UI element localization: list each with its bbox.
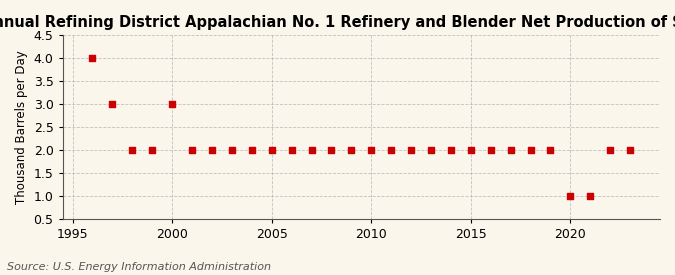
Point (485, 148, 496, 152)
Point (466, 148, 477, 152)
Point (346, 148, 356, 152)
Point (207, 148, 217, 152)
Point (585, 194, 596, 198)
Point (426, 148, 437, 152)
Point (446, 148, 456, 152)
Point (266, 148, 277, 152)
Point (167, 102, 178, 106)
Point (146, 148, 157, 152)
Y-axis label: Thousand Barrels per Day: Thousand Barrels per Day (15, 50, 28, 204)
Point (545, 148, 556, 152)
Point (286, 148, 297, 152)
Point (625, 148, 636, 152)
Title: Annual Refining District Appalachian No. 1 Refinery and Blender Net Production o: Annual Refining District Appalachian No.… (0, 15, 675, 30)
Point (326, 148, 337, 152)
Point (565, 194, 576, 198)
Point (386, 148, 397, 152)
Point (246, 148, 257, 152)
Point (186, 148, 197, 152)
Point (107, 102, 117, 106)
Point (87, 56, 98, 60)
Text: Source: U.S. Energy Information Administration: Source: U.S. Energy Information Administ… (7, 262, 271, 272)
Point (605, 148, 616, 152)
Point (525, 148, 536, 152)
Point (506, 148, 516, 152)
Point (406, 148, 416, 152)
Point (127, 148, 138, 152)
Point (366, 148, 377, 152)
Point (226, 148, 237, 152)
Point (306, 148, 317, 152)
